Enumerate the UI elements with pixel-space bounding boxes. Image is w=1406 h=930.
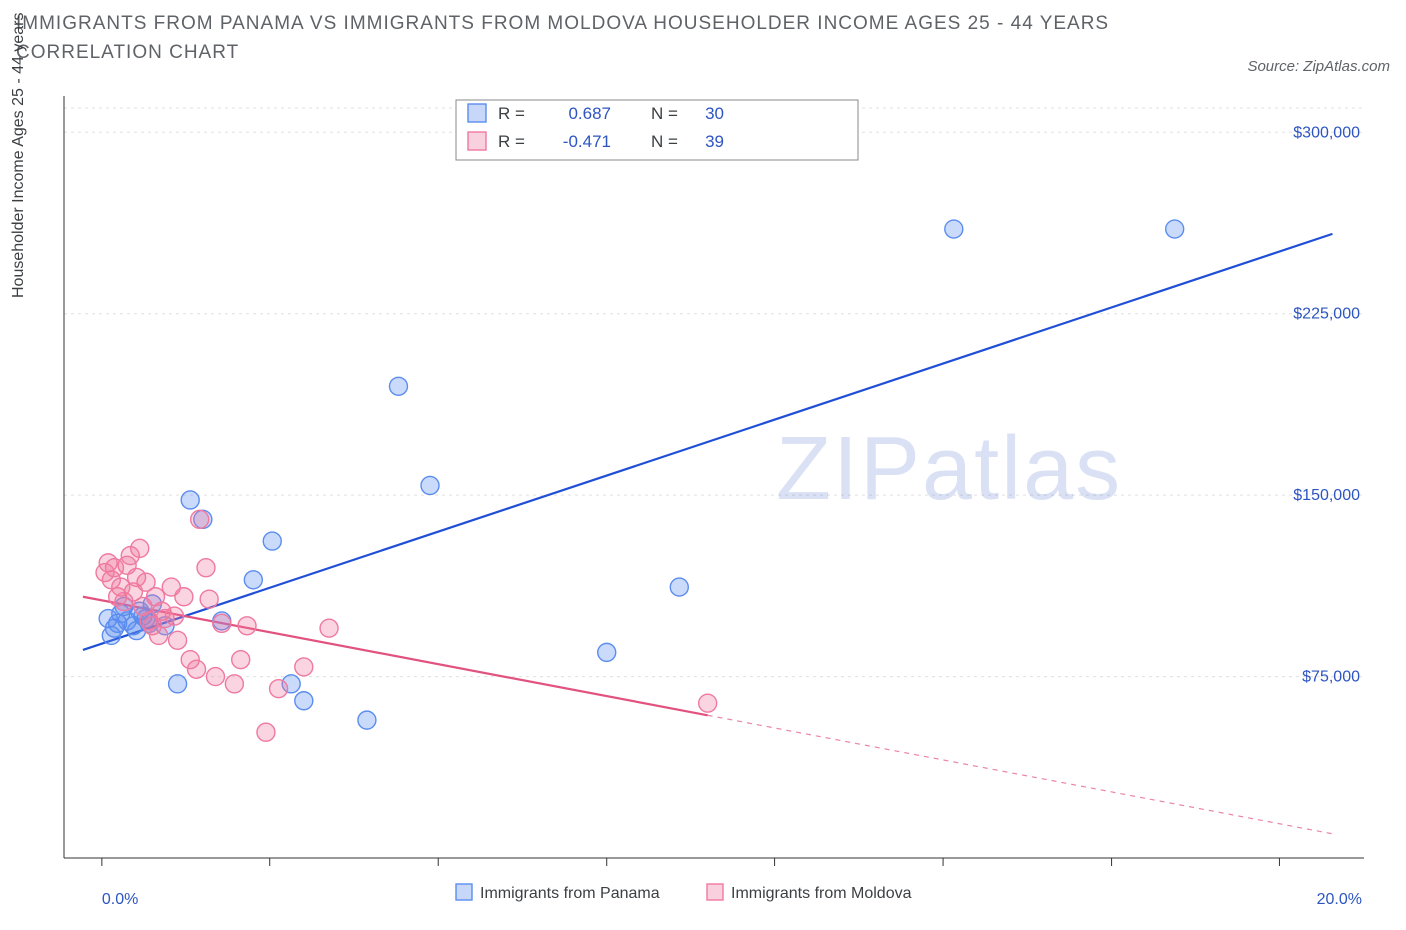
y-tick-label: $75,000 <box>1302 669 1360 686</box>
chart-title: IMMIGRANTS FROM PANAMA VS IMMIGRANTS FRO… <box>16 10 1116 67</box>
scatter-point-moldova <box>188 660 206 678</box>
scatter-point-panama <box>169 675 187 693</box>
legend-r-label: R = <box>498 104 525 123</box>
scatter-point-panama <box>295 692 313 710</box>
legend-n-label: N = <box>651 132 678 151</box>
scatter-point-moldova <box>257 723 275 741</box>
legend-n-value-panama: 30 <box>705 104 724 123</box>
scatter-point-moldova <box>131 539 149 557</box>
scatter-point-moldova <box>295 658 313 676</box>
scatter-point-moldova <box>320 619 338 637</box>
trend-line-moldova-extrapolated <box>708 715 1333 834</box>
legend-r-label: R = <box>498 132 525 151</box>
legend-r-value-moldova: -0.471 <box>563 132 611 151</box>
scatter-point-moldova <box>699 694 717 712</box>
scatter-point-moldova <box>197 559 215 577</box>
legend-swatch-panama <box>468 104 486 122</box>
legend-r-value-panama: 0.687 <box>568 104 611 123</box>
scatter-point-panama <box>389 377 407 395</box>
scatter-point-panama <box>358 711 376 729</box>
scatter-point-panama <box>421 476 439 494</box>
scatter-point-panama <box>670 578 688 596</box>
scatter-point-panama <box>263 532 281 550</box>
scatter-point-panama <box>244 571 262 589</box>
x-tick-label-min: 0.0% <box>102 891 138 908</box>
scatter-point-panama <box>1166 220 1184 238</box>
bottom-legend-label-panama: Immigrants from Panama <box>480 885 660 902</box>
scatter-point-moldova <box>213 614 231 632</box>
legend-n-label: N = <box>651 104 678 123</box>
scatter-point-moldova <box>270 680 288 698</box>
scatter-point-moldova <box>165 607 183 625</box>
scatter-point-moldova <box>169 631 187 649</box>
scatter-point-moldova <box>191 510 209 528</box>
bottom-legend-swatch-moldova <box>707 884 723 900</box>
scatter-point-moldova <box>175 588 193 606</box>
scatter-point-panama <box>598 643 616 661</box>
bottom-legend-label-moldova: Immigrants from Moldova <box>731 885 912 902</box>
y-tick-label: $300,000 <box>1293 124 1360 141</box>
scatter-point-moldova <box>238 617 256 635</box>
scatter-chart: $75,000 $150,000 $225,000 $300,000 0.0% 20.0%… <box>16 88 1390 908</box>
scatter-point-panama <box>181 491 199 509</box>
scatter-point-moldova <box>232 651 250 669</box>
bottom-legend-swatch-panama <box>456 884 472 900</box>
x-tick-label-max: 20.0% <box>1317 891 1362 908</box>
scatter-point-moldova <box>225 675 243 693</box>
legend-swatch-moldova <box>468 132 486 150</box>
scatter-point-moldova <box>206 668 224 686</box>
y-tick-label: $225,000 <box>1293 306 1360 323</box>
scatter-point-moldova <box>200 590 218 608</box>
legend-n-value-moldova: 39 <box>705 132 724 151</box>
source-credit: Source: ZipAtlas.com <box>1247 58 1390 75</box>
y-axis-label: Householder Income Ages 25 - 44 years <box>10 13 28 299</box>
chart-container: Householder Income Ages 25 - 44 years $7… <box>16 88 1390 908</box>
scatter-point-moldova <box>150 626 168 644</box>
y-tick-label: $150,000 <box>1293 487 1360 504</box>
scatter-point-panama <box>945 220 963 238</box>
trend-line-panama <box>83 234 1333 650</box>
